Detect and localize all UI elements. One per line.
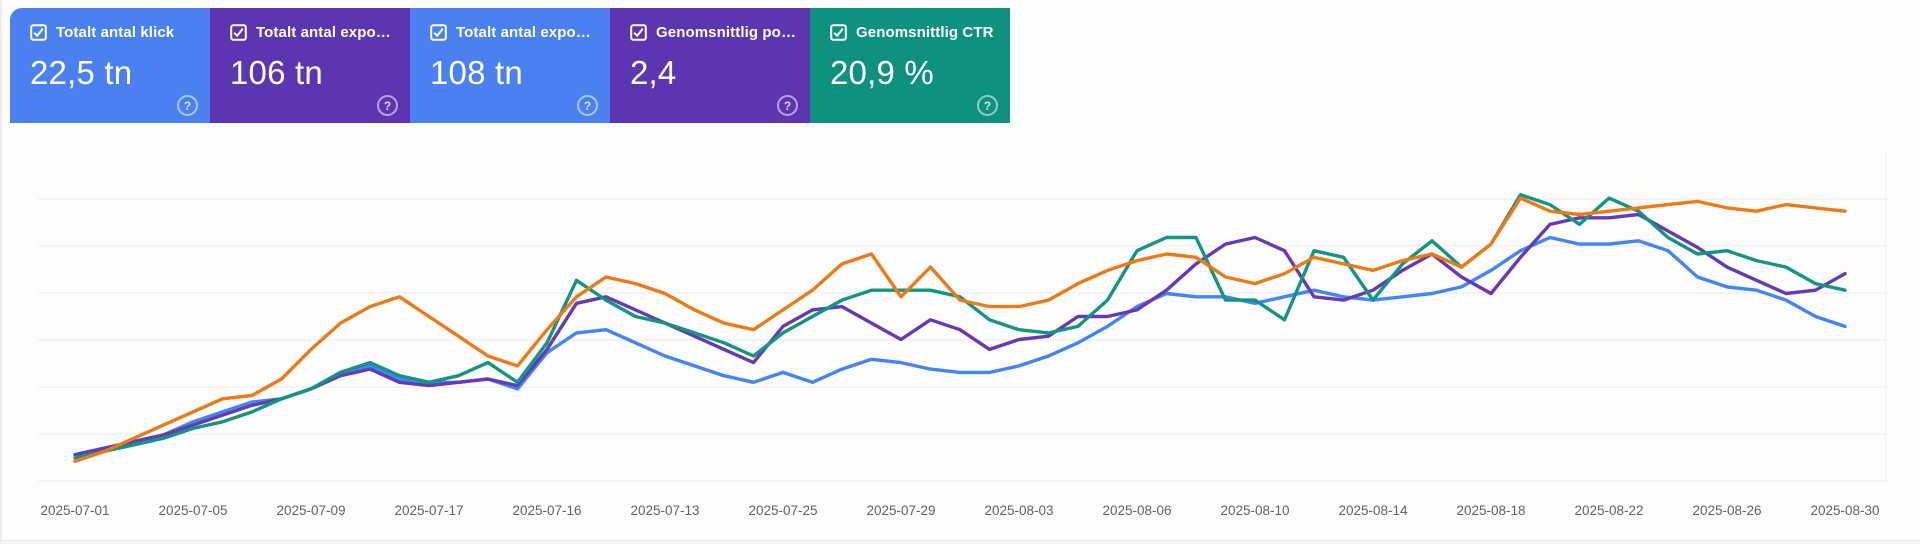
x-tick-label: 2025-07-29 [866,503,936,518]
metric-cards-row: Totalt antal klick 22,5 tn? Totalt antal e… [10,8,1010,123]
x-tick-label: 2025-07-13 [630,503,700,518]
x-tick-label: 2025-08-22 [1574,503,1644,518]
x-tick-label: 2025-07-05 [158,503,228,518]
x-tick-label: 2025-08-30 [1810,503,1880,518]
checkbox-checked-icon[interactable] [430,24,447,41]
bottom-strip [2,541,1920,544]
x-tick-label: 2025-08-18 [1456,503,1526,518]
metric-card-3[interactable]: Genomsnittlig po… 2,4? [610,8,810,123]
help-icon[interactable]: ? [577,95,598,116]
card-header: Totalt antal expon… [430,24,596,41]
metric-card-0[interactable]: Totalt antal klick 22,5 tn? [10,8,210,123]
x-tick-label: 2025-07-01 [40,503,110,518]
bottom-divider [2,540,1920,541]
x-tick-label: 2025-07-25 [748,503,818,518]
card-header: Totalt antal klick [30,24,196,41]
checkbox-checked-icon[interactable] [30,24,47,41]
series-line-genomsnittlig-ctr [73,193,1847,460]
card-value: 22,5 tn [30,54,133,91]
checkbox-checked-icon[interactable] [230,24,247,41]
help-icon[interactable]: ? [977,95,998,116]
checkbox-checked-icon[interactable] [630,24,647,41]
card-value: 108 tn [430,54,523,91]
x-tick-label: 2025-08-14 [1338,503,1408,518]
x-tick-label: 2025-08-03 [984,503,1054,518]
x-tick-label: 2025-08-26 [1692,503,1762,518]
x-tick-label: 2025-07-16 [512,503,582,518]
card-value: 2,4 [630,54,677,91]
help-icon[interactable]: ? [177,95,198,116]
help-icon[interactable]: ? [377,95,398,116]
x-tick-label: 2025-08-06 [1102,503,1172,518]
card-label: Genomsnittlig po… [656,24,796,41]
card-header: Genomsnittlig po… [630,24,796,41]
series-line-totalt-antal-klick [73,235,1847,457]
metric-card-4[interactable]: Genomsnittlig CTR 20,9 %? [810,8,1010,123]
card-value: 20,9 % [830,54,934,91]
checkbox-checked-icon[interactable] [830,24,847,41]
card-label: Genomsnittlig CTR [856,24,994,41]
series-line-totalt-antal-exponeringar [73,212,1847,457]
help-icon[interactable]: ? [777,95,798,116]
x-axis: 2025-07-01 2025-07-05 2025-07-09 2025-07-17… [2,503,1920,525]
card-header: Genomsnittlig CTR [830,24,996,41]
metric-card-1[interactable]: Totalt antal expon… 106 tn? [210,8,410,123]
x-tick-label: 2025-07-09 [276,503,346,518]
x-tick-label: 2025-08-10 [1220,503,1290,518]
card-value: 106 tn [230,54,323,91]
x-tick-label: 2025-07-17 [394,503,464,518]
card-label: Totalt antal klick [56,24,175,41]
series-line-genomsnittlig-position [73,196,1847,463]
card-label: Totalt antal expon… [456,24,596,41]
metric-card-2[interactable]: Totalt antal expon… 108 tn? [410,8,610,123]
card-header: Totalt antal expon… [230,24,396,41]
card-label: Totalt antal expon… [256,24,396,41]
